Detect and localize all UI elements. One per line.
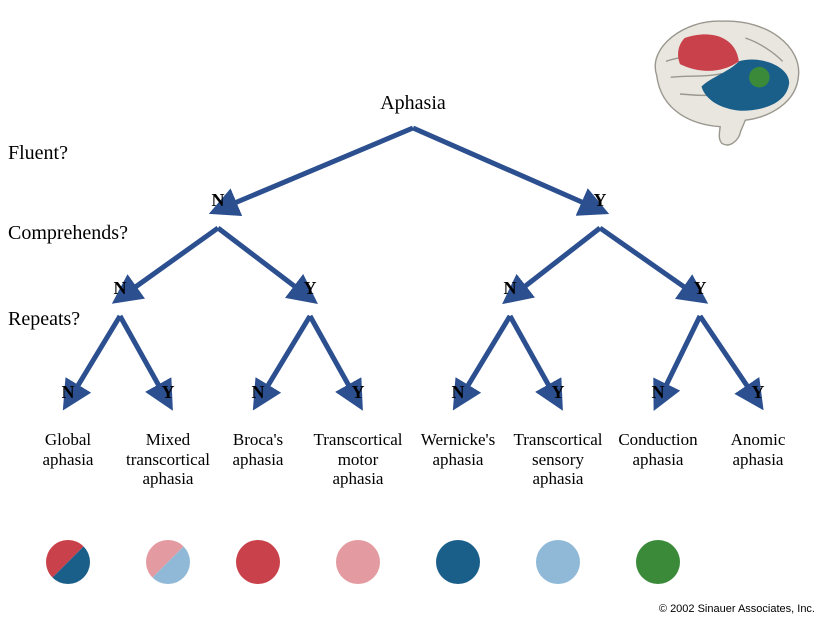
branch-label: N: [252, 382, 265, 403]
branch-label: Y: [552, 382, 565, 403]
question-comprehends: Comprehends?: [8, 222, 128, 245]
copyright-text: © 2002 Sinauer Associates, Inc.: [659, 603, 815, 615]
brain-illustration: [627, 10, 817, 150]
lesion-color-icon: [436, 540, 480, 584]
branch-label: N: [212, 190, 225, 211]
question-repeats: Repeats?: [8, 308, 80, 331]
question-fluent: Fluent?: [8, 142, 68, 165]
lesion-color-icon: [536, 540, 580, 584]
branch-label: Y: [352, 382, 365, 403]
lesion-color-icon: [636, 540, 680, 584]
diagram-title: Aphasia: [380, 92, 446, 115]
branch-label: Y: [752, 382, 765, 403]
branch-label: N: [114, 278, 127, 299]
aphasia-type-label: Transcorticalsensoryaphasia: [508, 430, 608, 489]
branch-label: Y: [304, 278, 317, 299]
lesion-color-icon: [146, 540, 190, 584]
aphasia-type-label: Transcorticalmotoraphasia: [308, 430, 408, 489]
lesion-color-icon: [236, 540, 280, 584]
aphasia-type-label: Wernicke'saphasia: [408, 430, 508, 469]
aphasia-type-label: Globalaphasia: [18, 430, 118, 469]
branch-label: Y: [694, 278, 707, 299]
branch-label: N: [504, 278, 517, 299]
aphasia-type-label: Mixedtranscorticalaphasia: [118, 430, 218, 489]
aphasia-type-label: Anomicaphasia: [708, 430, 808, 469]
lesion-color-icon: [336, 540, 380, 584]
branch-label: N: [652, 382, 665, 403]
lesion-color-icon: [46, 540, 90, 584]
branch-label: Y: [162, 382, 175, 403]
branch-label: Y: [594, 190, 607, 211]
branch-label: N: [452, 382, 465, 403]
aphasia-type-label: Conductionaphasia: [608, 430, 708, 469]
branch-label: N: [62, 382, 75, 403]
aphasia-type-label: Broca'saphasia: [208, 430, 308, 469]
